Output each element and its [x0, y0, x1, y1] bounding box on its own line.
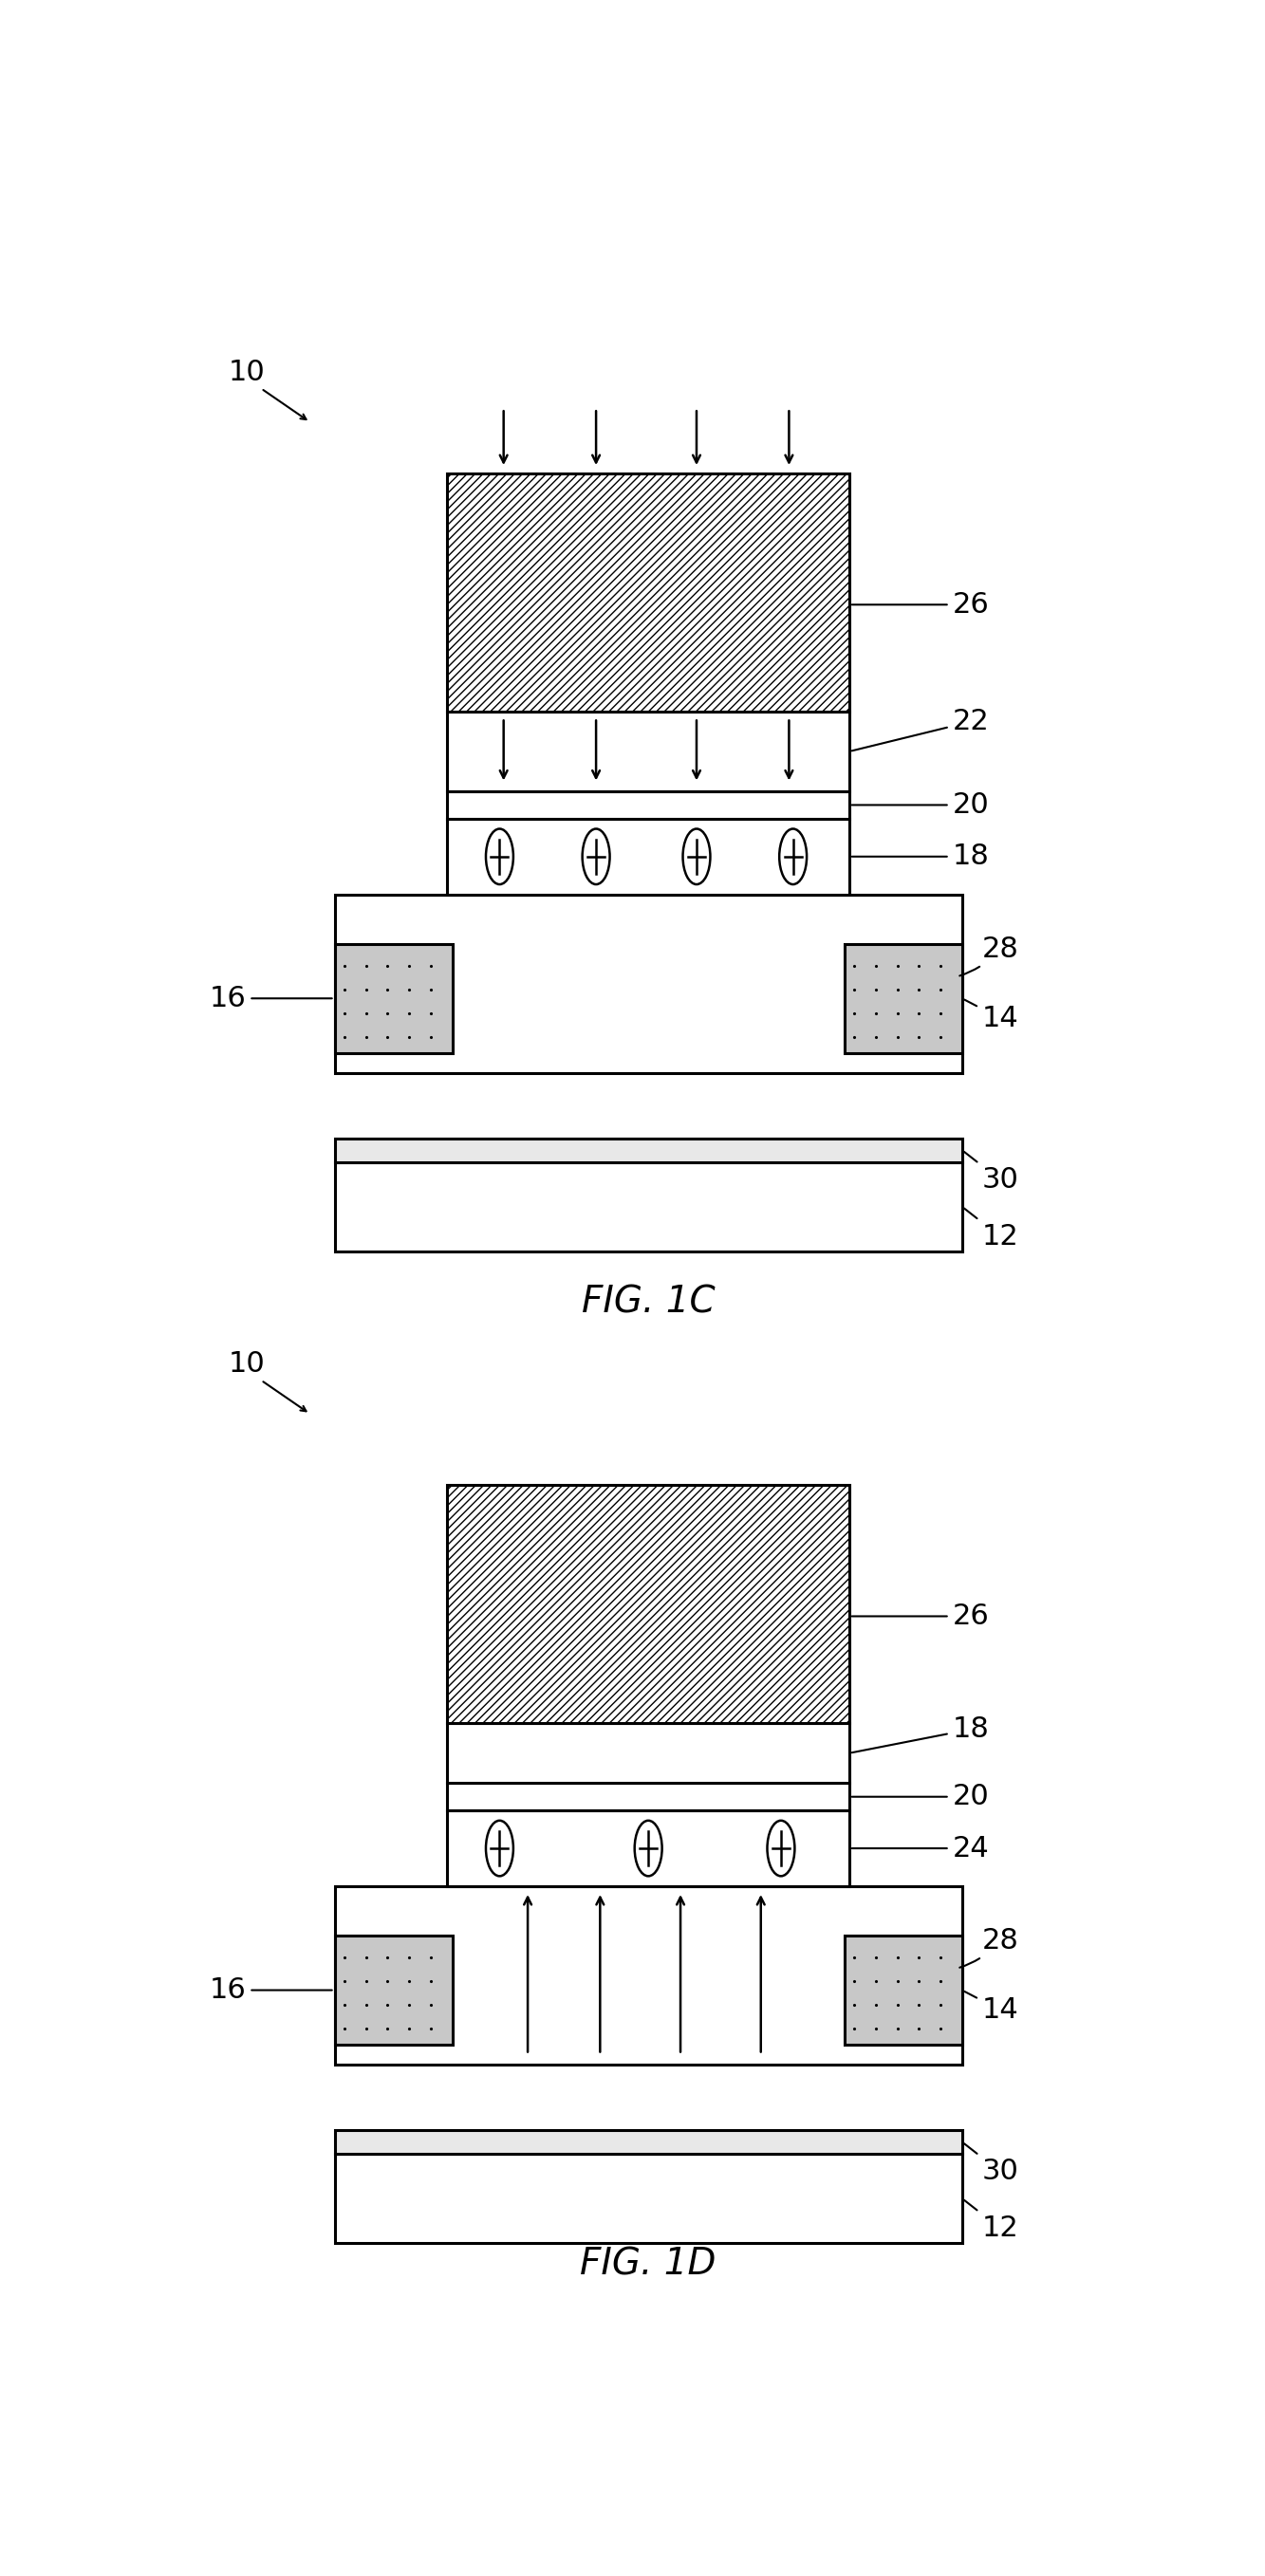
- Bar: [448, 1811, 849, 1886]
- Text: 16: 16: [210, 984, 331, 1012]
- Bar: [334, 1935, 453, 2045]
- Text: 18: 18: [851, 842, 989, 871]
- Bar: [448, 711, 849, 791]
- Text: 10: 10: [228, 1350, 264, 1378]
- Text: 26: 26: [851, 1602, 989, 1631]
- Bar: [448, 791, 849, 819]
- Text: 14: 14: [964, 999, 1018, 1033]
- Bar: [448, 819, 849, 894]
- Text: 30: 30: [964, 1151, 1018, 1193]
- Bar: [334, 943, 453, 1054]
- Text: 26: 26: [851, 590, 989, 618]
- Bar: [448, 474, 849, 711]
- Text: 22: 22: [851, 708, 989, 750]
- Bar: [334, 1162, 963, 1252]
- Bar: [448, 1783, 849, 1811]
- Text: 28: 28: [960, 935, 1018, 976]
- Text: 14: 14: [964, 1991, 1018, 2025]
- Bar: [334, 2154, 963, 2244]
- Text: 30: 30: [964, 2143, 1018, 2184]
- Bar: [334, 1139, 963, 1162]
- Text: 16: 16: [210, 1976, 331, 2004]
- Bar: [334, 1886, 963, 2063]
- Bar: [448, 1486, 849, 1723]
- Text: FIG. 1D: FIG. 1D: [581, 2246, 716, 2282]
- Text: 20: 20: [851, 791, 989, 819]
- Text: 28: 28: [960, 1927, 1018, 1968]
- Bar: [334, 2130, 963, 2154]
- Text: 20: 20: [851, 1783, 989, 1811]
- Text: FIG. 1C: FIG. 1C: [582, 1285, 715, 1321]
- Bar: [334, 894, 963, 1072]
- Text: 12: 12: [964, 1208, 1018, 1249]
- Text: 12: 12: [964, 2200, 1018, 2241]
- Bar: [845, 1935, 963, 2045]
- Text: 10: 10: [228, 358, 264, 386]
- Text: 24: 24: [851, 1834, 989, 1862]
- Text: 18: 18: [851, 1716, 989, 1752]
- Bar: [448, 1723, 849, 1783]
- Bar: [845, 943, 963, 1054]
